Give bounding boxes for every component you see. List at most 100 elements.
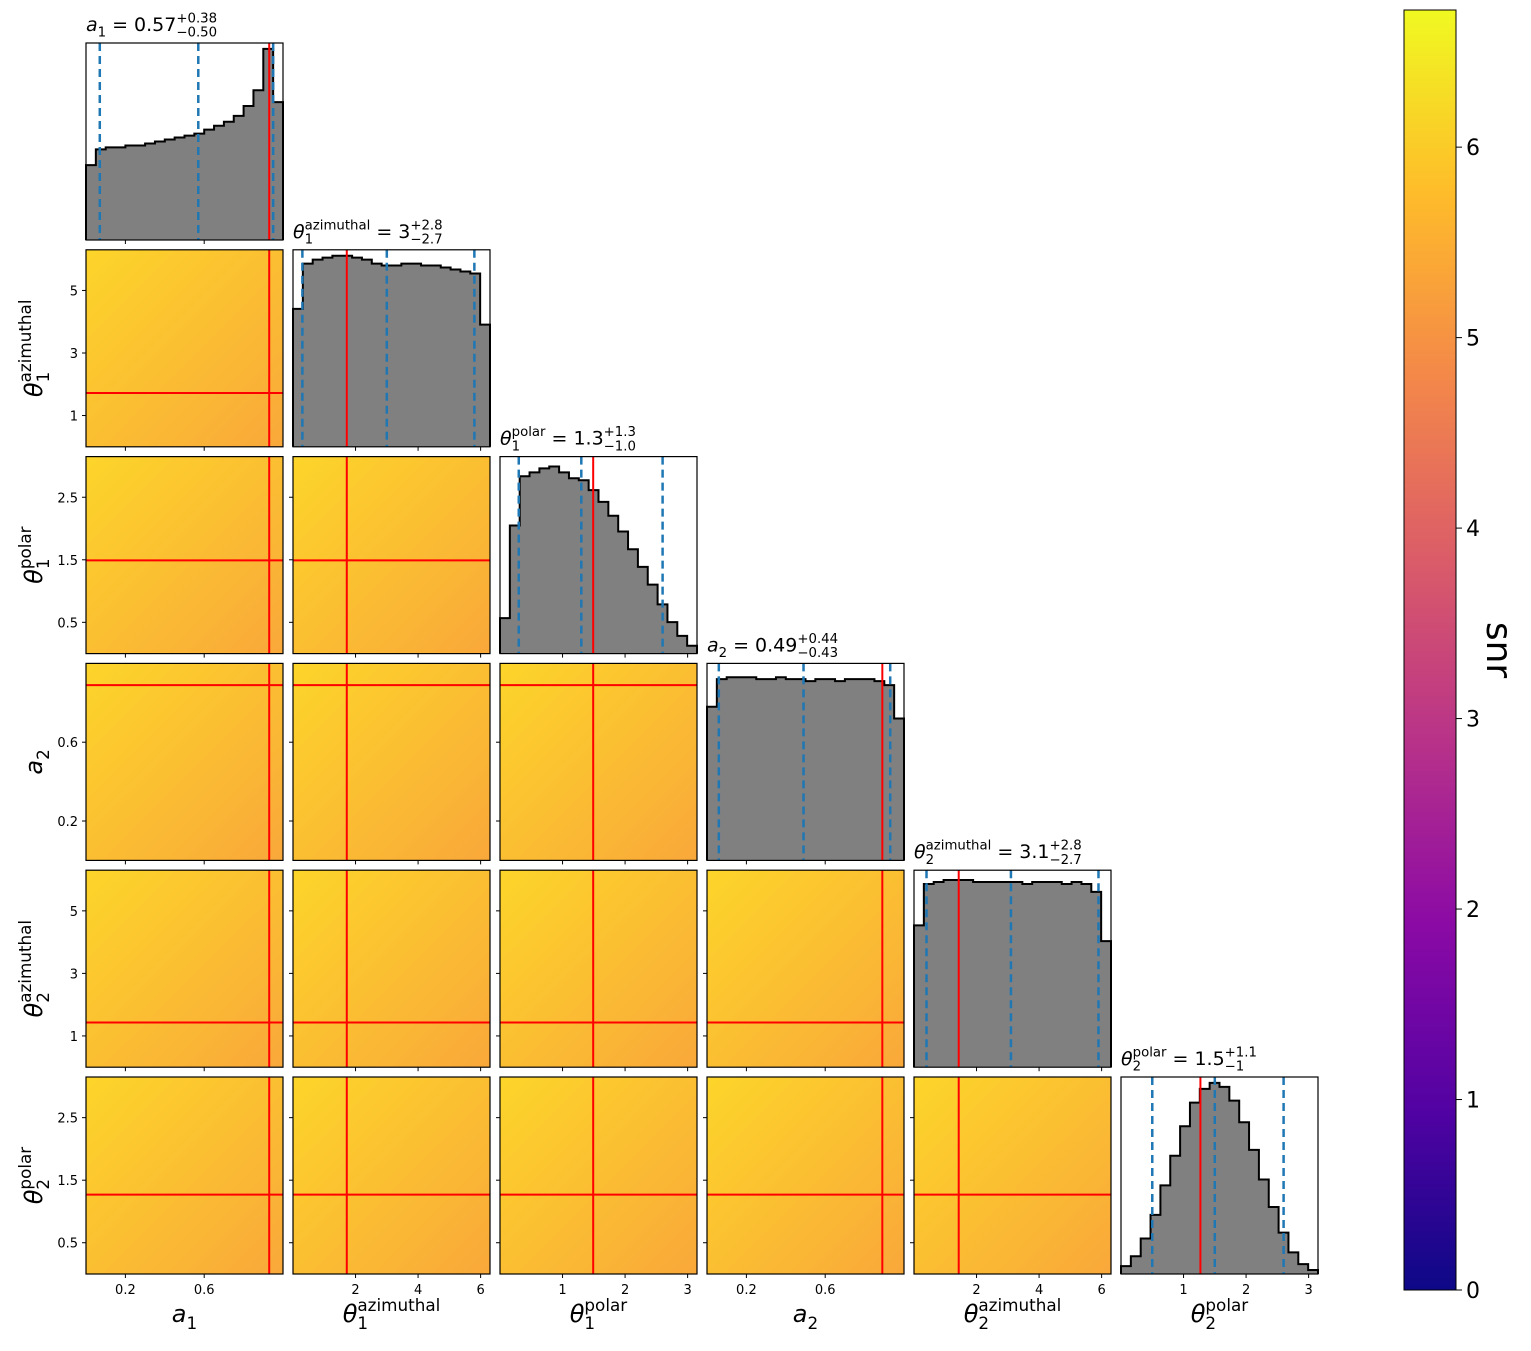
title-relation: = xyxy=(376,221,392,243)
hist-bar xyxy=(95,149,107,240)
axis-label: θ2azimuthal xyxy=(15,920,53,1018)
axis-label: θ1polar xyxy=(570,1295,628,1333)
density-panel: 1 3 5 xyxy=(70,869,284,1072)
hist-bar xyxy=(460,271,471,447)
hist-bar xyxy=(312,259,323,447)
superscript: azimuthal xyxy=(978,1295,1061,1315)
title-value: 3.1 xyxy=(1019,841,1049,863)
symbol: a xyxy=(20,760,48,775)
panel-frame xyxy=(499,456,698,655)
hist-bar xyxy=(154,141,166,240)
hist-bar xyxy=(1101,941,1112,1068)
hist-bar xyxy=(1258,1179,1270,1274)
y-tick-label: 0.2 xyxy=(57,815,78,830)
x-tick-label: 3 xyxy=(683,1283,691,1298)
density-map xyxy=(293,663,490,861)
hist-bar xyxy=(982,882,994,1068)
hist-bar xyxy=(894,718,905,861)
hist-bar xyxy=(736,677,747,861)
x-tick-label: 2 xyxy=(972,1283,980,1298)
x-tick-label: 2 xyxy=(1242,1283,1250,1298)
panel-frame xyxy=(85,662,284,862)
hist-bar xyxy=(529,472,540,654)
panel-frame xyxy=(85,869,284,1068)
panel-frame xyxy=(499,869,698,1068)
superscript: azimuthal xyxy=(357,1295,440,1315)
panel-title: a1 = 0.57+0.38 −0.50 xyxy=(86,11,217,40)
superscript: azimuthal xyxy=(15,920,35,1003)
hist-outline xyxy=(1120,1081,1319,1274)
hist-bar xyxy=(1308,1270,1319,1274)
hist-bar xyxy=(421,265,432,447)
hist-bar xyxy=(1189,1102,1201,1274)
symbol: θ xyxy=(570,1300,585,1328)
hist-bar xyxy=(293,308,304,447)
title-value: 1.5 xyxy=(1194,1048,1224,1070)
hist-bar xyxy=(430,265,442,447)
subscript: 2 xyxy=(808,1313,819,1333)
hist-bar xyxy=(115,147,126,240)
density-panel: 2 4 6 xyxy=(910,1076,1112,1298)
superscript: polar xyxy=(1133,1045,1167,1060)
y-tick-label: 0.6 xyxy=(57,736,78,751)
x-tick-label: 4 xyxy=(414,1283,422,1298)
hist-bar xyxy=(687,645,698,654)
hist-bar xyxy=(549,466,560,654)
title-lower: −2.7 xyxy=(1049,853,1081,868)
hist-bar xyxy=(864,679,875,861)
subscript: 2 xyxy=(926,853,934,868)
colorbar-tick-label: 0 xyxy=(1466,1279,1480,1304)
hist-outline xyxy=(85,47,284,240)
superscript: polar xyxy=(512,425,546,440)
density-map xyxy=(293,456,490,654)
hist-bar xyxy=(1002,882,1013,1068)
hist-bar xyxy=(332,255,343,447)
hist-bar xyxy=(1160,1185,1171,1274)
panel-title: θ1azimuthal = 3+2.8 −2.7 xyxy=(293,218,443,247)
density-map xyxy=(707,1077,904,1274)
hist-bar xyxy=(401,263,412,447)
hist-bar xyxy=(391,265,402,447)
symbol: θ xyxy=(343,1300,358,1328)
hist-bar xyxy=(1091,891,1102,1068)
hist-bar xyxy=(1130,1256,1142,1274)
hist-bar xyxy=(1042,882,1053,1068)
panel-title: θ2azimuthal = 3.1+2.8 −2.7 xyxy=(914,839,1082,868)
hist-bar xyxy=(726,677,737,861)
hist-bar xyxy=(1219,1086,1230,1274)
hist-bar xyxy=(273,102,284,240)
symbol: θ xyxy=(500,428,512,450)
axis-label: θ1polar xyxy=(15,526,53,584)
histogram-panel xyxy=(499,456,698,658)
axis-label: θ1azimuthal xyxy=(343,1295,441,1333)
title-relation: = xyxy=(552,428,568,450)
hist-bar xyxy=(559,472,570,654)
subscript: 2 xyxy=(978,1313,989,1333)
title-relation: = xyxy=(112,14,128,36)
subscript: 2 xyxy=(1205,1313,1216,1333)
hist-bar xyxy=(637,566,649,654)
colorbar xyxy=(1403,9,1457,1291)
hist-bar xyxy=(352,257,363,447)
hist-bar xyxy=(253,90,264,240)
title-upper: +2.8 xyxy=(410,218,442,233)
x-tick-label: 2 xyxy=(351,1283,359,1298)
hist-bar xyxy=(973,882,984,1068)
density-panel: 1 2 3 xyxy=(496,1076,698,1298)
density-map xyxy=(500,870,697,1068)
x-tick-label: 6 xyxy=(1097,1283,1105,1298)
hist-bar xyxy=(815,679,826,861)
histogram-panel xyxy=(706,662,905,865)
hist-bar xyxy=(992,882,1004,1068)
subscript: 1 xyxy=(33,372,53,383)
x-tick-label: 1 xyxy=(1179,1283,1187,1298)
superscript: polar xyxy=(15,526,35,569)
hist-bar xyxy=(766,679,777,861)
density-map xyxy=(500,663,697,861)
axis-label: a2 xyxy=(20,749,53,774)
density-map xyxy=(86,663,283,861)
hist-bar xyxy=(214,125,225,240)
density-panel: 0.2 0.6 xyxy=(57,662,284,865)
hist-bar xyxy=(105,147,116,240)
